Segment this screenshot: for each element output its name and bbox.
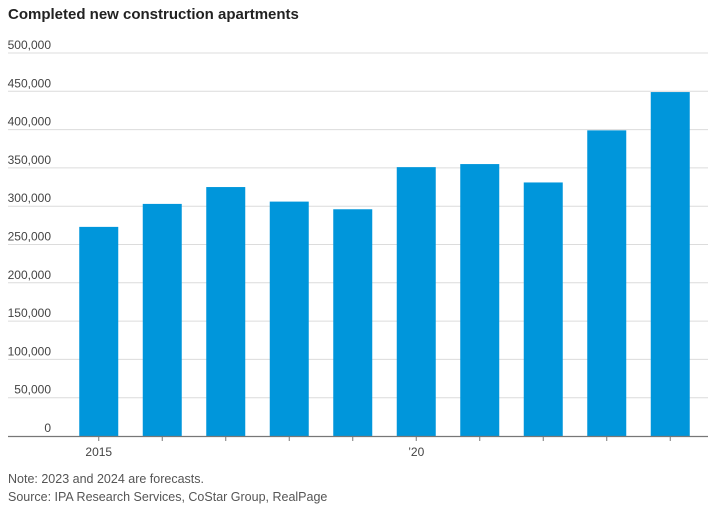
- y-tick-label: 500,000: [8, 38, 52, 52]
- y-tick-label: 400,000: [8, 115, 52, 129]
- bar-2022: [523, 182, 563, 436]
- chart-title: Completed new construction apartments: [8, 6, 299, 23]
- x-tick-label: ’20: [408, 445, 424, 459]
- bar-2017: [206, 187, 246, 436]
- y-tick-label: 0: [44, 421, 51, 435]
- bar-2019: [333, 209, 373, 436]
- bar-2023: [587, 130, 627, 436]
- bar-2024: [650, 92, 690, 436]
- y-tick-label: 50,000: [14, 383, 51, 397]
- y-tick-label: 300,000: [8, 191, 52, 205]
- bar-2015: [79, 226, 119, 436]
- y-tick-label: 450,000: [8, 76, 52, 90]
- chart-source: Source: IPA Research Services, CoStar Gr…: [8, 490, 328, 504]
- x-axis: 2015 ’20: [8, 435, 708, 459]
- y-tick-label: 350,000: [8, 153, 52, 167]
- y-tick-label: 200,000: [8, 268, 52, 282]
- chart-note: Note: 2023 and 2024 are forecasts.: [8, 472, 204, 486]
- y-tick-label: 100,000: [8, 344, 52, 358]
- bar-2021: [460, 164, 500, 436]
- y-tick-label: 150,000: [8, 306, 52, 320]
- bar-2020: [396, 167, 436, 436]
- bar-2016: [142, 203, 182, 436]
- y-tick-label: 250,000: [8, 230, 52, 244]
- bar-chart: 0 50,000 100,000 150,000 200,000 250,000 300,0…: [8, 38, 708, 459]
- bars: [79, 92, 690, 436]
- bar-2018: [269, 201, 309, 436]
- y-axis-ticks: 0 50,000 100,000 150,000 200,000 250,000 300,0…: [8, 38, 52, 435]
- x-tick-label: 2015: [85, 445, 112, 459]
